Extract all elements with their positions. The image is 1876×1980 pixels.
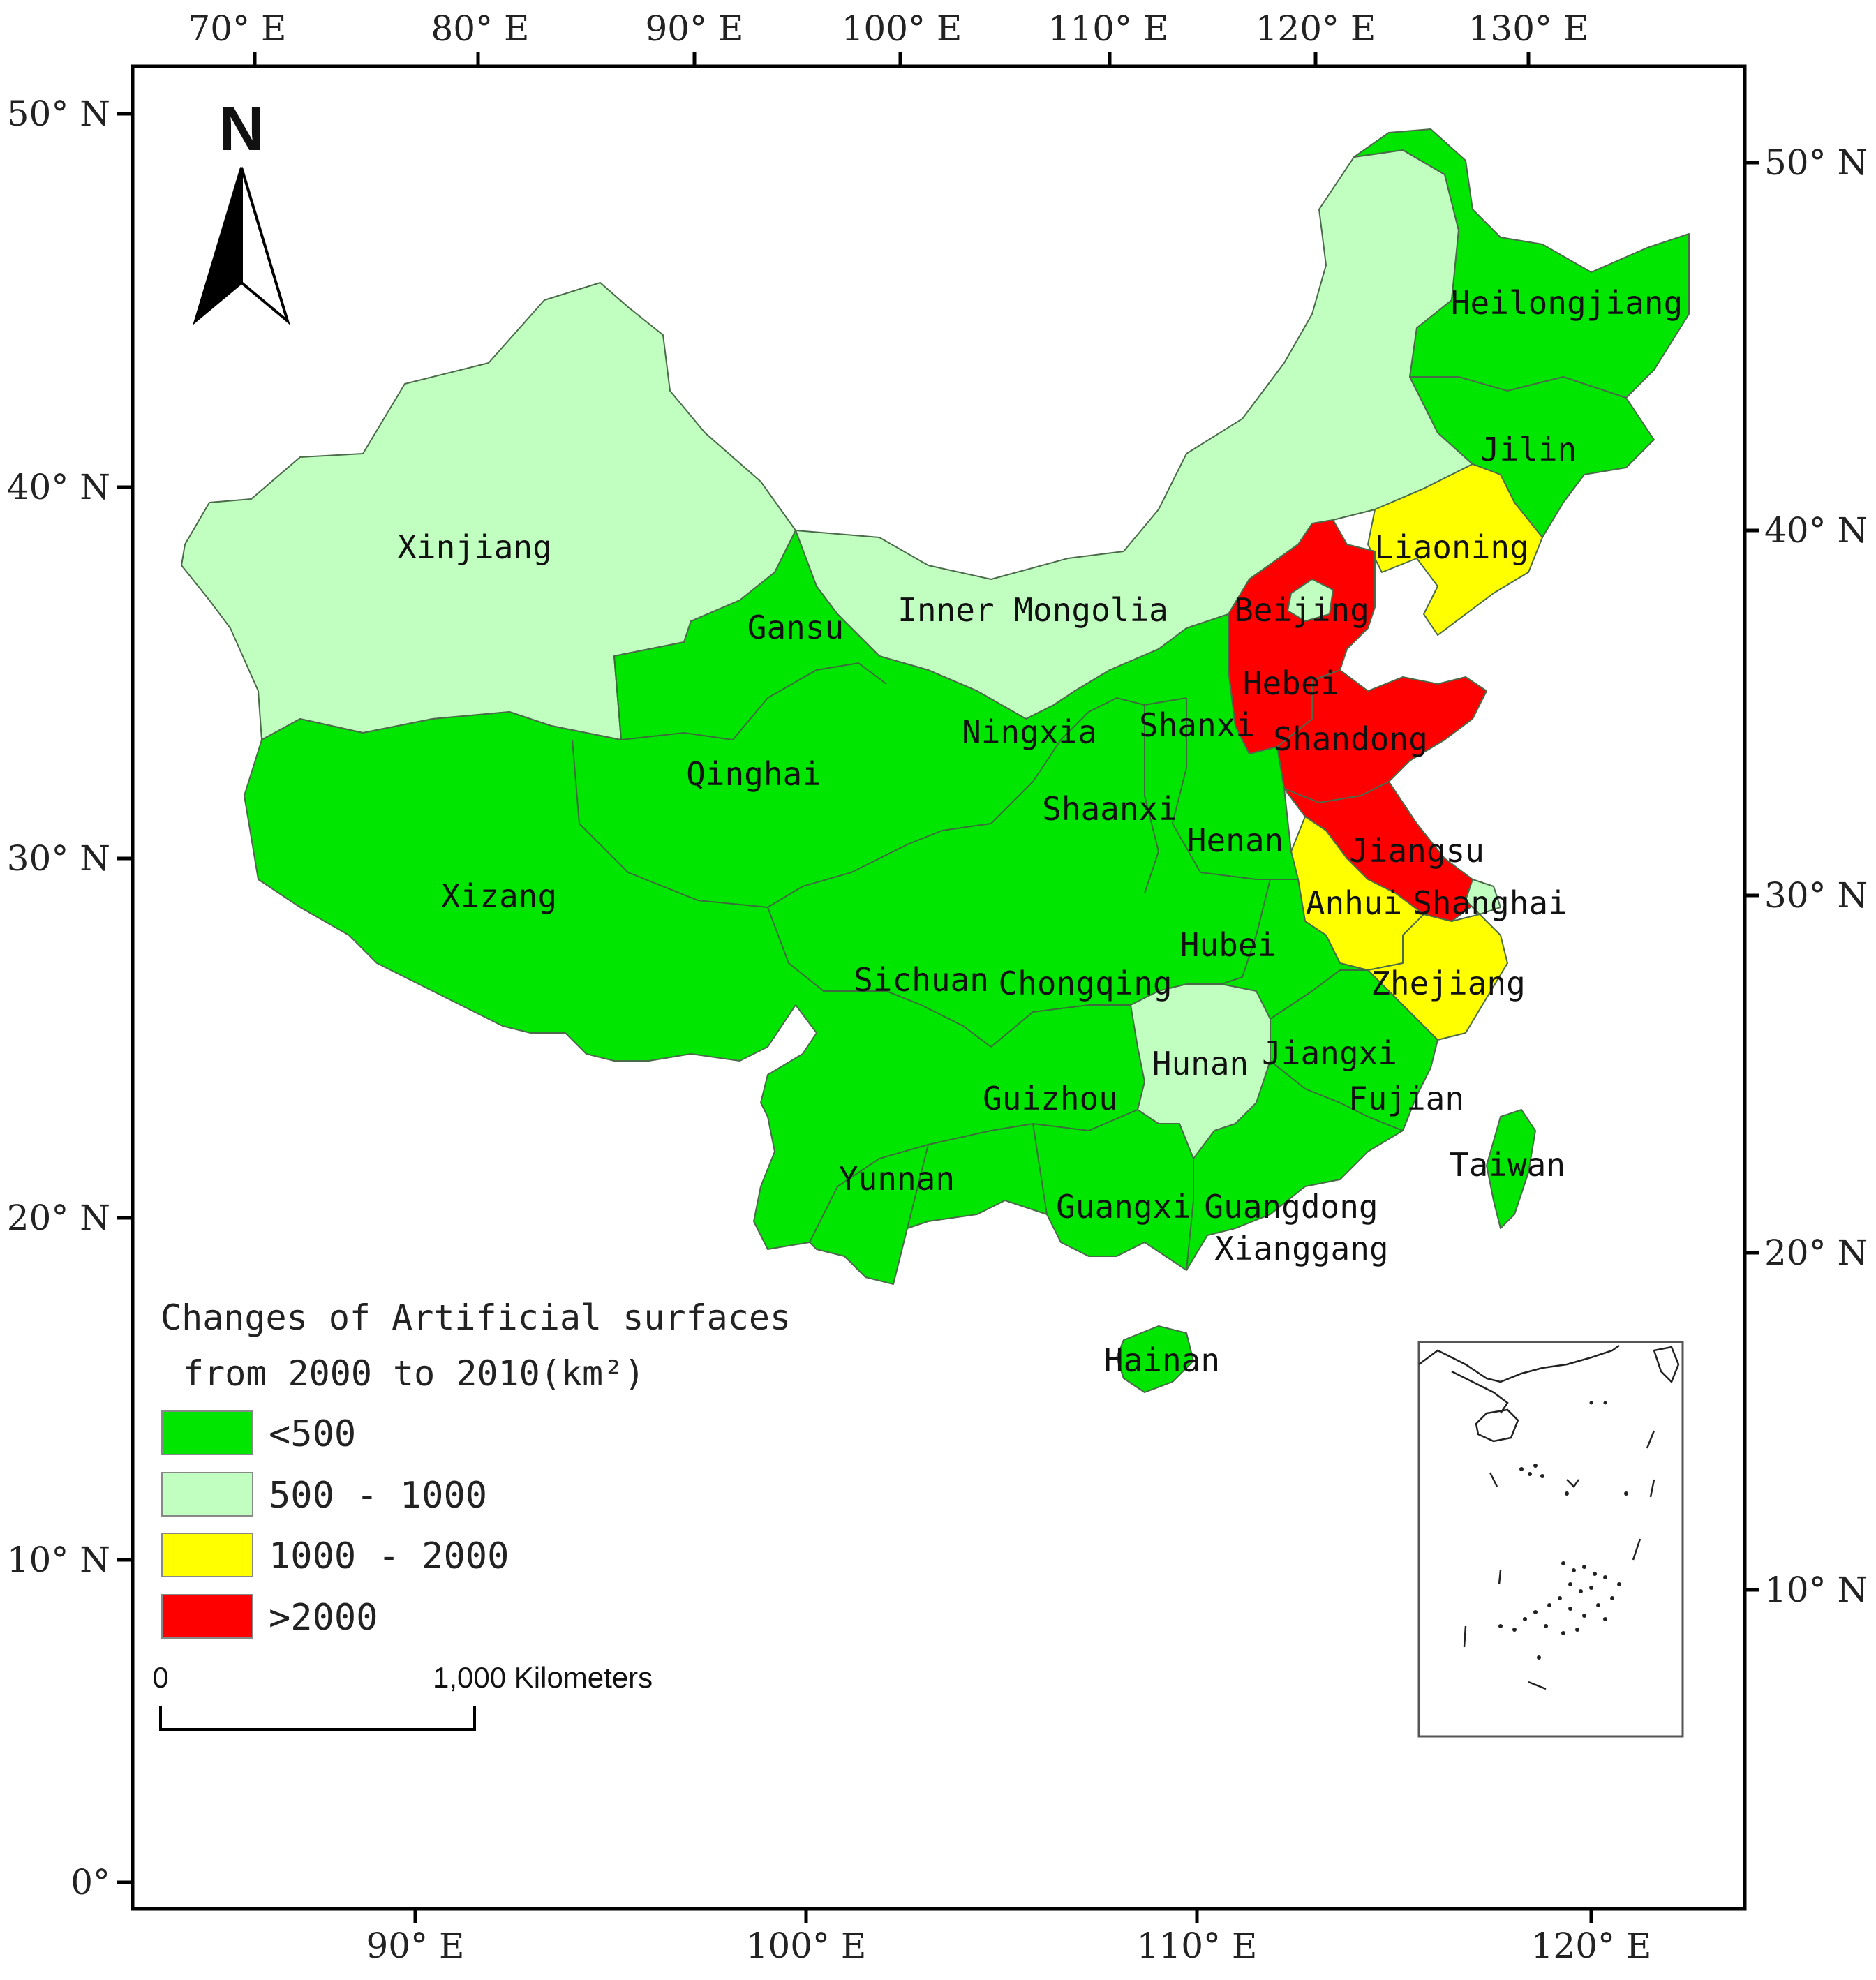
legend-title-line2: from 2000 to 2010(km²)	[183, 1353, 645, 1394]
label-xizang: Xizang	[441, 877, 557, 915]
label-jiangsu: Jiangsu	[1349, 832, 1484, 870]
label-shaanxi: Shaanxi	[1042, 790, 1177, 828]
region-hainan	[1116, 1325, 1194, 1393]
tick-left-50n: 50° N	[7, 94, 110, 134]
tick-marks	[117, 52, 1759, 1923]
tick-top-120e: 120° E	[1256, 8, 1376, 49]
label-guangxi: Guangxi	[1056, 1188, 1191, 1226]
province-shapes	[181, 128, 1690, 1393]
tick-bottom-90e: 90° E	[366, 1926, 464, 1966]
scale-bar-end: 1,000 Kilometers	[433, 1661, 653, 1694]
region-heilongjiang	[1353, 128, 1690, 399]
label-fujian: Fujian	[1348, 1080, 1464, 1117]
north-arrow-label: N	[219, 94, 265, 164]
label-sichuan: Sichuan	[854, 961, 989, 999]
north-arrow: N	[193, 94, 290, 325]
label-henan: Henan	[1187, 821, 1283, 859]
province-labels: Xinjiang Inner Mongolia Hunan Shanghai H…	[397, 284, 1683, 1379]
region-shanghai	[1465, 879, 1501, 915]
scale-bar: 0 1,000 Kilometers	[152, 1661, 653, 1731]
region-liaoning	[1367, 463, 1543, 636]
label-hebei: Hebei	[1243, 664, 1339, 702]
label-inner-mongolia: Inner Mongolia	[898, 591, 1168, 629]
tick-bottom-120e: 120° E	[1531, 1926, 1652, 1966]
region-taiwan	[1486, 1109, 1536, 1229]
label-beijing: Beijing	[1234, 591, 1369, 629]
tick-top-130e: 130° E	[1468, 8, 1589, 49]
label-shanxi: Shanxi	[1139, 706, 1255, 744]
tick-right-40n: 40° N	[1764, 510, 1868, 551]
legend-swatch-lt500	[161, 1410, 253, 1455]
label-xianggang: Xianggang	[1214, 1230, 1388, 1267]
legend-label-500-1000: 500 - 1000	[269, 1475, 487, 1517]
tick-right-20n: 20° N	[1764, 1233, 1868, 1273]
region-beijing	[1287, 579, 1334, 622]
label-zhejiang: Zhejiang	[1371, 965, 1526, 1002]
tick-top-80e: 80° E	[431, 8, 529, 49]
label-guangdong: Guangdong	[1204, 1188, 1378, 1226]
tick-left-0: 0°	[70, 1862, 110, 1903]
legend-swatch-gt2000	[161, 1594, 253, 1639]
legend-swatch-500-1000	[161, 1472, 253, 1517]
legend-label-1000-2000: 1000 - 2000	[269, 1535, 509, 1577]
tick-left-30n: 30° N	[7, 838, 110, 879]
label-hunan: Hunan	[1152, 1045, 1249, 1082]
tick-left-40n: 40° N	[7, 467, 110, 507]
legend-title-line1: Changes of Artificial surfaces	[161, 1297, 791, 1338]
legend-swatch-1000-2000	[161, 1533, 253, 1577]
tick-left-20n: 20° N	[7, 1198, 110, 1238]
tick-top-110e: 110° E	[1048, 8, 1169, 49]
region-hunan	[1130, 983, 1271, 1159]
label-gansu: Gansu	[747, 609, 844, 646]
label-jilin: Jilin	[1480, 431, 1577, 468]
tick-top-70e: 70° E	[188, 8, 286, 49]
label-anhui: Anhui	[1306, 884, 1402, 922]
tick-left-10n: 10° N	[7, 1540, 110, 1580]
label-shandong: Shandong	[1273, 720, 1428, 758]
legend-label-lt500: <500	[269, 1413, 356, 1455]
tick-top-100e: 100° E	[842, 8, 962, 49]
tick-bottom-100e: 100° E	[746, 1926, 867, 1966]
label-liaoning: Liaoning	[1374, 528, 1529, 566]
label-taiwan: Taiwan	[1450, 1146, 1565, 1184]
label-hubei: Hubei	[1180, 926, 1276, 964]
label-heilongjiang: Heilongjiang	[1451, 284, 1683, 322]
tick-right-10n: 10° N	[1764, 1570, 1868, 1610]
label-shanghai: Shanghai	[1413, 884, 1568, 922]
label-qinghai: Qinghai	[686, 755, 821, 793]
tick-top-90e: 90° E	[645, 8, 743, 49]
legend-label-gt2000: >2000	[269, 1597, 378, 1639]
label-yunnan: Yunnan	[839, 1160, 955, 1198]
scale-bar-start: 0	[152, 1661, 168, 1694]
province-boundaries	[572, 655, 1404, 1271]
south-china-sea-inset	[1417, 1341, 1684, 1738]
tick-right-50n: 50° N	[1764, 142, 1868, 183]
inset-islands	[1498, 1401, 1628, 1660]
label-chongqing: Chongqing	[998, 965, 1172, 1002]
label-guizhou: Guizhou	[983, 1080, 1118, 1117]
tick-right-30n: 30° N	[1764, 875, 1868, 916]
label-ningxia: Ningxia	[962, 713, 1097, 751]
legend: Changes of Artificial surfaces from 2000…	[161, 1297, 791, 1639]
label-hainan: Hainan	[1104, 1341, 1220, 1379]
tick-bottom-110e: 110° E	[1137, 1926, 1258, 1966]
label-xinjiang: Xinjiang	[397, 528, 552, 566]
label-jiangxi: Jiangxi	[1262, 1034, 1397, 1072]
